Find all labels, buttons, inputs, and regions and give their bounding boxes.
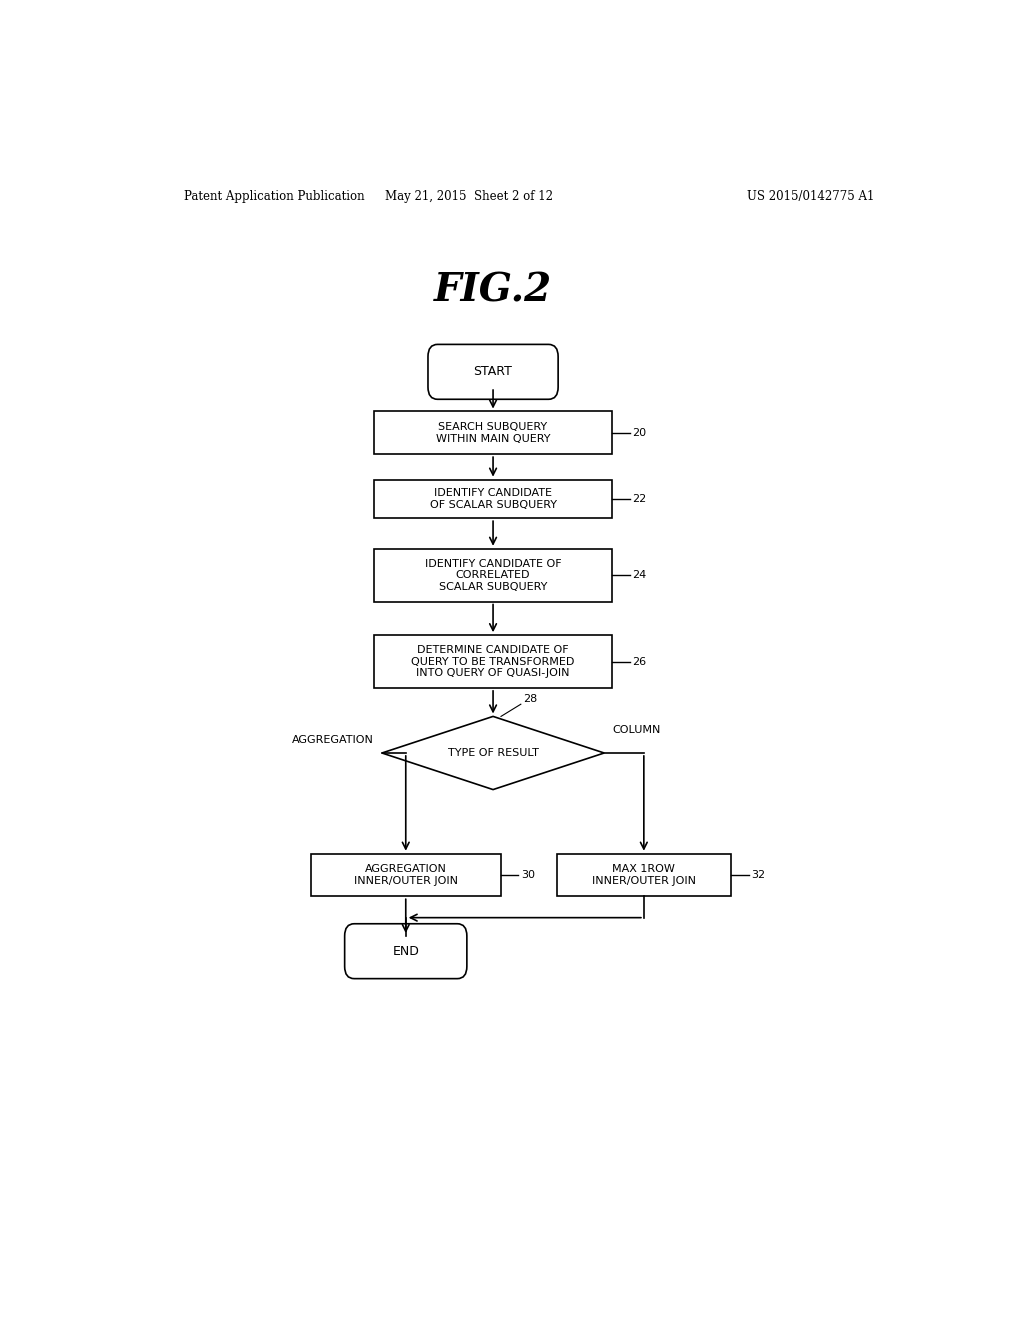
FancyBboxPatch shape <box>345 924 467 978</box>
Polygon shape <box>382 717 604 789</box>
Bar <box>374 549 612 602</box>
Text: 28: 28 <box>523 694 538 704</box>
Text: IDENTIFY CANDIDATE OF
CORRELATED
SCALAR SUBQUERY: IDENTIFY CANDIDATE OF CORRELATED SCALAR … <box>425 558 561 591</box>
Text: 24: 24 <box>632 570 646 579</box>
Bar <box>374 479 612 519</box>
Text: SEARCH SUBQUERY
WITHIN MAIN QUERY: SEARCH SUBQUERY WITHIN MAIN QUERY <box>436 422 550 444</box>
Text: AGGREGATION: AGGREGATION <box>292 735 374 744</box>
Text: 32: 32 <box>751 870 765 880</box>
Text: START: START <box>474 366 512 379</box>
Text: 20: 20 <box>632 428 646 438</box>
FancyBboxPatch shape <box>428 345 558 399</box>
Text: MAX 1ROW
INNER/OUTER JOIN: MAX 1ROW INNER/OUTER JOIN <box>592 865 696 886</box>
Bar <box>310 854 501 896</box>
Text: AGGREGATION
INNER/OUTER JOIN: AGGREGATION INNER/OUTER JOIN <box>353 865 458 886</box>
Text: END: END <box>392 945 419 958</box>
Text: IDENTIFY CANDIDATE
OF SCALAR SUBQUERY: IDENTIFY CANDIDATE OF SCALAR SUBQUERY <box>429 488 557 510</box>
Bar <box>557 854 731 896</box>
Text: 30: 30 <box>521 870 535 880</box>
Bar <box>374 412 612 454</box>
Text: May 21, 2015  Sheet 2 of 12: May 21, 2015 Sheet 2 of 12 <box>385 190 553 202</box>
Text: 26: 26 <box>632 656 646 667</box>
Text: FIG.2: FIG.2 <box>434 272 552 309</box>
Text: TYPE OF RESULT: TYPE OF RESULT <box>447 748 539 758</box>
Text: Patent Application Publication: Patent Application Publication <box>183 190 365 202</box>
Text: COLUMN: COLUMN <box>612 725 660 735</box>
Text: 22: 22 <box>632 494 646 504</box>
Bar <box>374 635 612 688</box>
Text: DETERMINE CANDIDATE OF
QUERY TO BE TRANSFORMED
INTO QUERY OF QUASI-JOIN: DETERMINE CANDIDATE OF QUERY TO BE TRANS… <box>412 645 574 678</box>
Text: US 2015/0142775 A1: US 2015/0142775 A1 <box>746 190 873 202</box>
